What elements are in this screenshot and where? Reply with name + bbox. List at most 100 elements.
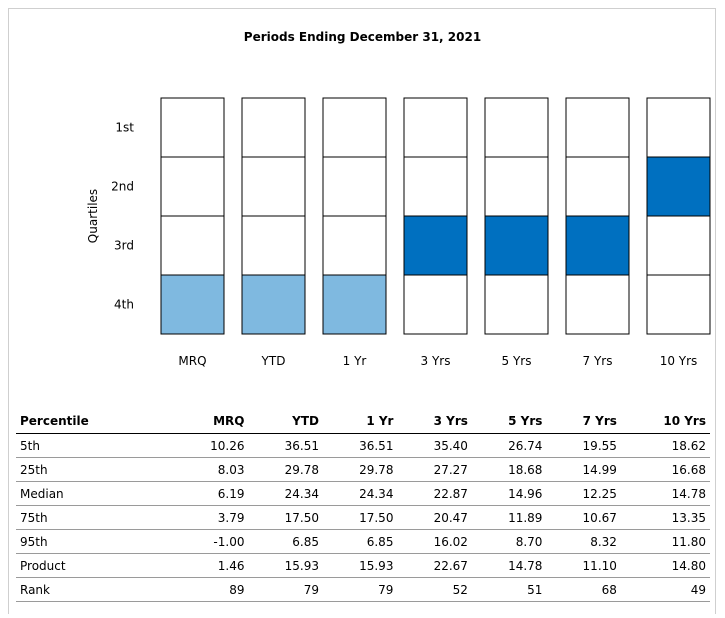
table-row: 75th 3.79 17.50 17.50 20.47 11.89 10.67 13.35 — [16, 505, 710, 530]
table-cell: 49 — [620, 577, 710, 602]
table-cell: 16.68 — [620, 457, 710, 482]
y-axis-label: Quartiles — [86, 189, 100, 243]
row-label: 5th — [16, 433, 174, 458]
quartile-cell — [565, 156, 630, 217]
table-row: Median 6.19 24.34 24.34 22.87 14.96 12.25 14.78 — [16, 481, 710, 506]
table-cell: 15.93 — [248, 553, 323, 578]
table-cell: 24.34 — [248, 481, 323, 506]
table-cell: 15.93 — [322, 553, 398, 578]
table-cell: 18.68 — [471, 457, 547, 482]
quartile-highlight-cell — [241, 274, 306, 335]
quartile-label-3: 3rd — [114, 239, 134, 253]
quartile-cell — [484, 97, 549, 158]
quartile-cell — [646, 274, 711, 335]
period-label: MRQ — [178, 354, 206, 368]
table-cell: 22.87 — [397, 481, 472, 506]
quartile-cell — [160, 97, 225, 158]
quartile-cell — [322, 156, 387, 217]
table-cell: 8.70 — [471, 529, 547, 554]
table-header-period: 1 Yr — [322, 409, 398, 434]
table-cell: 14.96 — [471, 481, 547, 506]
table-cell: 29.78 — [248, 457, 323, 482]
quartile-cell — [565, 274, 630, 335]
table-cell: 79 — [248, 577, 323, 602]
table-header-label: Percentile — [16, 409, 174, 434]
table-row: 95th -1.00 6.85 6.85 16.02 8.70 8.32 11.80 — [16, 529, 710, 554]
table-cell: 20.47 — [397, 505, 472, 530]
table-cell: -1.00 — [174, 529, 249, 554]
table-cell: 8.32 — [546, 529, 621, 554]
quartile-chart: Quartiles 1st 2nd 3rd 4th MRQ YTD 1 Yr 3 Yrs 5 Yr… — [86, 97, 711, 368]
chart-title: Periods Ending December 31, 2021 — [243, 30, 482, 44]
quartile-cell — [403, 97, 468, 158]
quartile-highlight-cell — [160, 274, 225, 335]
table-cell: 1.46 — [174, 553, 249, 578]
table-cell: 3.79 — [174, 505, 249, 530]
row-label: 25th — [16, 457, 174, 482]
quartile-cell — [484, 274, 549, 335]
quartile-cell — [484, 156, 549, 217]
table-cell: 14.78 — [471, 553, 547, 578]
table-cell: 14.80 — [620, 553, 710, 578]
table-cell: 24.34 — [322, 481, 398, 506]
table-cell: 11.80 — [620, 529, 710, 554]
row-label: Median — [16, 481, 174, 506]
quartile-highlight-cell — [565, 215, 630, 276]
table-cell: 16.02 — [397, 529, 472, 554]
table-header-period: YTD — [248, 409, 323, 434]
quartile-cell — [322, 97, 387, 158]
table-cell: 35.40 — [397, 433, 472, 458]
quartile-cell — [241, 97, 306, 158]
quartile-cell — [403, 156, 468, 217]
table-cell: 17.50 — [322, 505, 398, 530]
quartile-cell — [160, 156, 225, 217]
quartile-label-4: 4th — [114, 298, 134, 312]
table-cell: 18.62 — [620, 433, 710, 458]
table-cell: 11.10 — [546, 553, 621, 578]
period-label: 7 Yrs — [583, 354, 613, 368]
table-cell: 68 — [546, 577, 621, 602]
table-cell: 6.19 — [174, 481, 249, 506]
table-header-row: Percentile MRQ YTD 1 Yr 3 Yrs 5 Yrs 7 Yrs 10 Y… — [16, 409, 710, 434]
period-label: 3 Yrs — [421, 354, 451, 368]
table-cell: 36.51 — [322, 433, 398, 458]
table-cell: 51 — [471, 577, 547, 602]
quartile-cell — [646, 215, 711, 276]
table-cell: 29.78 — [322, 457, 398, 482]
period-label: 10 Yrs — [660, 354, 698, 368]
table-cell: 13.35 — [620, 505, 710, 530]
table-cell: 11.89 — [471, 505, 547, 530]
table-cell: 19.55 — [546, 433, 621, 458]
table-cell: 14.99 — [546, 457, 621, 482]
period-label: YTD — [261, 354, 286, 368]
table-cell: 89 — [174, 577, 249, 602]
table-cell: 12.25 — [546, 481, 621, 506]
quartile-cell — [322, 215, 387, 276]
table-header-period: 10 Yrs — [620, 409, 710, 434]
table-header-period: 3 Yrs — [397, 409, 472, 434]
quartile-cell — [160, 215, 225, 276]
quartile-cell — [403, 274, 468, 335]
table-cell: 79 — [322, 577, 398, 602]
table-cell: 36.51 — [248, 433, 323, 458]
table-cell: 8.03 — [174, 457, 249, 482]
table-cell: 52 — [397, 577, 472, 602]
quartile-label-1: 1st — [115, 121, 134, 135]
table-cell: 6.85 — [248, 529, 323, 554]
table-cell: 10.26 — [174, 433, 249, 458]
quartile-label-2: 2nd — [111, 180, 134, 194]
row-label: 75th — [16, 505, 174, 530]
table-row: 5th 10.26 36.51 36.51 35.40 26.74 19.55 18.62 — [16, 433, 710, 458]
table-cell: 6.85 — [322, 529, 398, 554]
table-header-period: 7 Yrs — [546, 409, 621, 434]
table-cell: 22.67 — [397, 553, 472, 578]
table-cell: 14.78 — [620, 481, 710, 506]
quartile-highlight-cell — [484, 215, 549, 276]
quartile-cell — [241, 156, 306, 217]
table-header-period: MRQ — [174, 409, 249, 434]
quartile-highlight-cell — [403, 215, 468, 276]
table-row: Rank 89 79 79 52 51 68 49 — [16, 577, 710, 602]
quartile-highlight-cell — [646, 156, 711, 217]
table-cell: 26.74 — [471, 433, 547, 458]
quartile-cell — [565, 97, 630, 158]
